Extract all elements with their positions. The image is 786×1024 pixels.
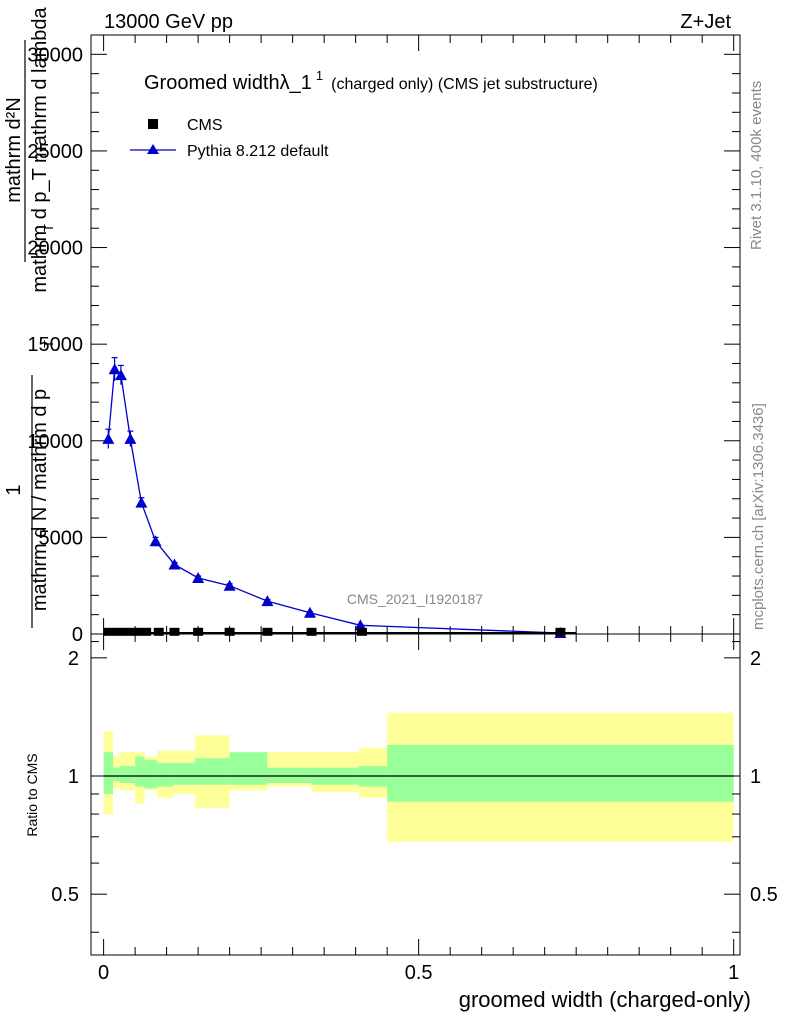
cms-point — [356, 627, 367, 636]
ratio-stat-uncertainty-bin — [135, 756, 145, 787]
ratio-y-tick-label-right: 1 — [750, 766, 761, 788]
y-axis-title: mathrm d²N mathrm d p_T mathrm d lambda … — [3, 6, 56, 628]
ratio-y-tick-label: 1 — [68, 766, 79, 788]
legend: Groomed widthλ_1 1 (charged only) (CMS jet… — [130, 68, 598, 160]
cms-point — [122, 627, 133, 636]
pythia-point — [261, 595, 274, 607]
pythia-point — [124, 432, 137, 444]
ratio-stat-uncertainty-bin — [119, 766, 126, 783]
pythia-point — [223, 579, 236, 591]
cms-point — [224, 627, 235, 636]
pythia-point — [303, 606, 316, 618]
x-tick-label: 1 — [728, 962, 739, 984]
x-tick-label: 0 — [98, 962, 109, 984]
cms-point — [262, 627, 273, 636]
cms-point — [169, 627, 180, 636]
pythia-point — [149, 535, 162, 547]
legend-pythia-marker — [147, 144, 159, 154]
main-y-tick-label: 0 — [72, 624, 83, 646]
y-axis-title-one: 1 — [3, 484, 25, 495]
ratio-y-axis-title: Ratio to CMS — [24, 753, 40, 836]
main-y-tick-label: 20000 — [27, 238, 83, 260]
ratio-plot-frame — [90, 633, 741, 956]
cms-point — [555, 627, 566, 636]
ratio-stat-uncertainty-bin — [125, 766, 136, 783]
cms-point — [141, 627, 152, 636]
mcplots-label: mcplots.cern.ch [arXiv:1306.3436] — [750, 403, 767, 630]
pythia-point — [114, 369, 127, 381]
ratio-y-tick-label-right: 0.5 — [750, 884, 778, 906]
main-y-tick-label: 15000 — [27, 334, 83, 356]
y-axis-title-top-subscript: T — [41, 224, 56, 232]
main-y-tick-label: 5000 — [39, 527, 84, 549]
legend-title: Groomed widthλ_1 1 (charged only) (CMS jet… — [144, 68, 598, 94]
ratio-stat-uncertainty-bin — [387, 744, 734, 802]
ratio-y-ticks: 0.5 0.5 1 1 2 2 — [51, 641, 778, 933]
legend-title-sup: 1 — [316, 68, 323, 83]
y-axis-title-bottom-denominator: mathrm d N / mathrm d p — [29, 389, 51, 611]
main-y-tick-label: 30000 — [27, 44, 83, 66]
ratio-stat-uncertainty-bin — [194, 758, 230, 785]
pythia-series-line — [107, 367, 561, 634]
legend-title-main: Groomed widthλ_1 — [144, 72, 312, 94]
y-axis-title-bottom-subscript: T — [41, 340, 56, 348]
ratio-y-tick-label-right: 2 — [750, 648, 761, 670]
cms-point — [103, 627, 114, 636]
legend-cms-marker — [148, 119, 158, 129]
main-y-tick-label: 25000 — [27, 141, 83, 163]
pythia-point — [354, 619, 367, 631]
main-plot-panel: 0 5000 10000 15000 20000 25000 30000 CMS_2021_… — [27, 34, 741, 646]
ratio-y-tick-label: 2 — [68, 648, 79, 670]
pythia-point — [108, 363, 121, 375]
cms-point — [112, 627, 123, 636]
ratio-stat-uncertainty-bin — [144, 759, 158, 789]
ratio-stat-uncertainty-bin — [113, 767, 120, 782]
y-axis-title-top-numerator: mathrm d²N — [3, 97, 25, 203]
x-axis-title: groomed width (charged-only) — [459, 987, 751, 1012]
ratio-stat-uncertainty-bin — [157, 762, 173, 787]
pythia-point — [102, 432, 115, 444]
legend-pythia-label: Pythia 8.212 default — [187, 143, 329, 160]
ratio-stat-uncertainty-bin — [172, 762, 195, 785]
legend-cms-label: CMS — [187, 117, 223, 134]
cms-point — [131, 627, 142, 636]
cms-point — [153, 627, 164, 636]
ratio-x-ticks: 0 0.5 1 — [98, 634, 739, 984]
legend-title-rest: (charged only) (CMS jet substructure) — [331, 76, 598, 93]
ratio-stat-uncertainty-bin — [229, 752, 268, 785]
ratio-uncertainty-bands — [103, 712, 734, 842]
main-y-tick-label: 10000 — [27, 431, 83, 453]
energy-label: 13000 GeV pp — [104, 11, 233, 33]
cms-point — [306, 627, 317, 636]
x-tick-label: 0.5 — [405, 962, 433, 984]
process-label: Z+Jet — [680, 11, 731, 33]
ratio-stat-uncertainty-bin — [103, 752, 114, 794]
ratio-plot-panel: 0.5 0.51 12 2 0 0.5 1 — [51, 633, 778, 984]
main-series-layer — [102, 357, 577, 639]
pythia-point — [168, 558, 181, 570]
ratio-stat-uncertainty-bin — [267, 767, 312, 783]
pythia-point — [192, 571, 205, 583]
ratio-y-tick-label: 0.5 — [51, 884, 79, 906]
y-axis-title-top-denominator: mathrm d p_T mathrm d lambda — [29, 6, 51, 292]
rivet-version-label: Rivet 3.1.10, 400k events — [748, 81, 765, 250]
main-y-ticks: 0 5000 10000 15000 20000 25000 30000 — [27, 34, 740, 646]
pythia-point — [135, 496, 148, 508]
cms-point — [193, 627, 204, 636]
analysis-watermark: CMS_2021_I1920187 — [347, 591, 483, 607]
